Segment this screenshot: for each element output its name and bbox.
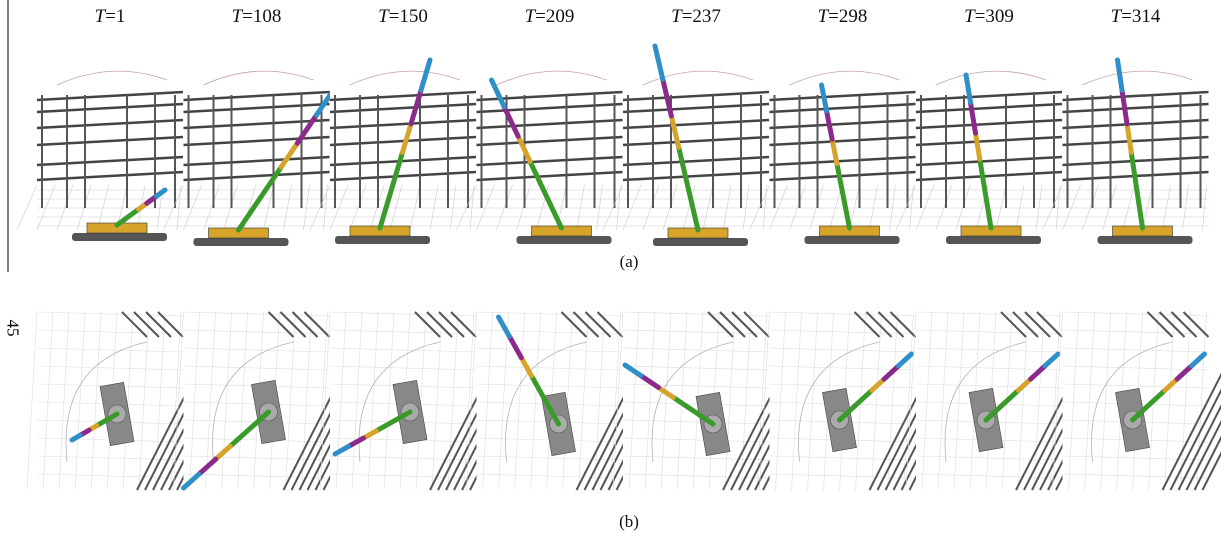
crane-tracks [805, 236, 900, 244]
top-view-panel [1053, 312, 1221, 490]
side-view-panel [310, 40, 476, 244]
frame-label: T=237 [636, 6, 756, 28]
frame-label: T=314 [1076, 6, 1196, 28]
side-view-panel [750, 40, 916, 244]
page: T=1 T=108 T=150 T=209 T=237 T=298 T=309 T=314 (… [0, 0, 1221, 547]
frame-label-text: T=237 [671, 6, 721, 28]
caption-a: (a) [599, 252, 659, 272]
side-view-panel [164, 40, 334, 246]
frame-label: T=1 [50, 6, 170, 28]
crane-tracks [517, 236, 612, 244]
frame-label-text: T=150 [378, 6, 428, 28]
page-number: 45 [3, 320, 23, 337]
frame-label-text: T=1 [95, 6, 126, 28]
frame-label-text: T=314 [1111, 6, 1161, 28]
floor-grid [17, 185, 37, 230]
side-view-panel [1043, 40, 1209, 244]
crane-tracks [335, 236, 430, 244]
crane-tracks [72, 233, 167, 241]
side-view-panel [896, 40, 1062, 244]
frame-label: T=150 [343, 6, 463, 28]
panel-bg [623, 312, 769, 490]
frame-label-text: T=209 [525, 6, 575, 28]
side-view-panel [603, 40, 769, 246]
side-view-panel [457, 40, 623, 244]
floor-grid [27, 312, 37, 490]
caption-b: (b) [599, 512, 659, 532]
frame-label-text: T=309 [964, 6, 1014, 28]
frame-label-text: T=298 [818, 6, 868, 28]
figure-art [0, 0, 1221, 547]
side-view-panel [17, 40, 183, 241]
crane-tracks [653, 238, 748, 246]
crane-tracks [194, 238, 289, 246]
frame-label: T=209 [490, 6, 610, 28]
frame-label: T=298 [783, 6, 903, 28]
crane-tracks [1098, 236, 1193, 244]
crane-tracks [946, 236, 1041, 244]
frame-label: T=309 [929, 6, 1049, 28]
frame-label-text: T=108 [232, 6, 282, 28]
frame-label: T=108 [197, 6, 317, 28]
